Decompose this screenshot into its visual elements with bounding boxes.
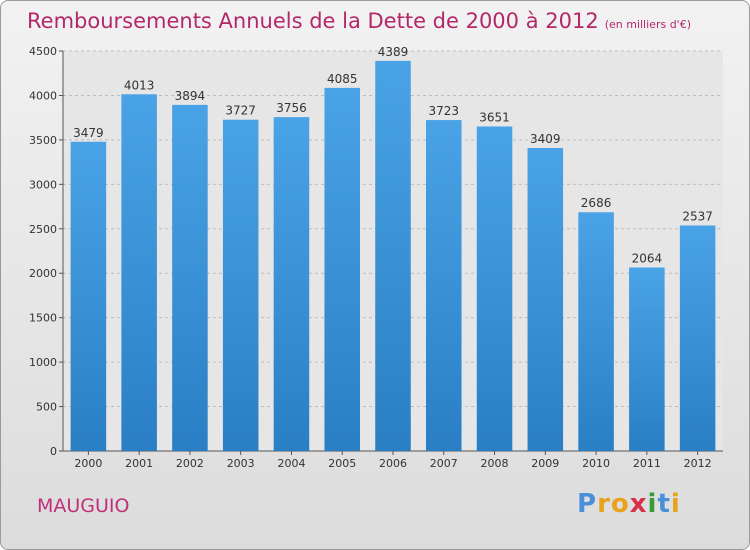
value-label-2010: 2686 [581,196,612,210]
logo-letter: i [647,489,658,519]
proxiti-logo: Proxiti [577,489,681,519]
logo-letter: x [629,489,648,519]
x-tick-label-2003: 2003 [227,457,255,470]
value-label-2001: 4013 [124,78,155,92]
logo-letter: r [597,489,611,519]
bar-2009 [527,147,564,451]
x-tick-label-2008: 2008 [481,457,509,470]
x-tick-label-2005: 2005 [328,457,356,470]
value-label-2008: 3651 [479,110,510,124]
x-tick-label-2000: 2000 [74,457,102,470]
y-tick-label: 0 [50,445,57,458]
bar-2006 [375,60,411,451]
value-label-2012: 2537 [682,209,713,223]
bar-2005 [324,87,360,451]
x-tick-label-2010: 2010 [582,457,610,470]
x-tick-label-2012: 2012 [684,457,712,470]
y-tick-label: 4000 [29,89,57,102]
x-tick-label-2006: 2006 [379,457,407,470]
bar-2008 [476,126,513,451]
value-label-2002: 3894 [175,89,206,103]
y-tick-label: 1000 [29,356,57,369]
value-label-2004: 3756 [276,101,307,115]
bar-2007 [426,120,462,452]
value-label-2000: 3479 [73,126,104,140]
bar-2001 [121,94,157,452]
bar-2004 [273,117,310,451]
bar-2003 [222,119,259,451]
value-label-2009: 3409 [530,132,561,146]
value-label-2011: 2064 [632,252,663,266]
chart-title: Remboursements Annuels de la Dette de 20… [27,9,691,33]
bar-2002 [172,104,208,451]
y-tick-label: 3000 [29,178,57,191]
y-tick-label: 4500 [29,45,57,58]
logo-letter: t [657,489,671,519]
bar-2011 [629,267,665,451]
value-label-2003: 3727 [225,104,256,118]
y-tick-label: 500 [36,401,57,414]
y-tick-label: 2000 [29,267,57,280]
value-label-2006: 4389 [378,45,409,59]
y-tick-label: 3500 [29,134,57,147]
x-tick-label-2007: 2007 [430,457,458,470]
value-label-2005: 4085 [327,72,358,86]
bar-2000 [70,141,107,451]
title-text: Remboursements Annuels de la Dette de 20… [27,9,599,33]
x-tick-label-2009: 2009 [531,457,559,470]
logo-letter: P [577,489,598,519]
logo-letter: o [610,489,630,519]
x-tick-label-2001: 2001 [125,457,153,470]
bar-2012 [679,225,716,451]
y-tick-label: 1500 [29,312,57,325]
x-tick-label-2004: 2004 [277,457,305,470]
value-label-2007: 3723 [428,104,459,118]
x-tick-label-2011: 2011 [633,457,661,470]
y-tick-label: 2500 [29,223,57,236]
bar-2010 [578,212,614,451]
x-tick-label-2002: 2002 [176,457,204,470]
logo-letter: i [670,489,681,519]
place-name: MAUGUIO [37,495,130,517]
unit-note: (en milliers d'€) [604,18,691,31]
